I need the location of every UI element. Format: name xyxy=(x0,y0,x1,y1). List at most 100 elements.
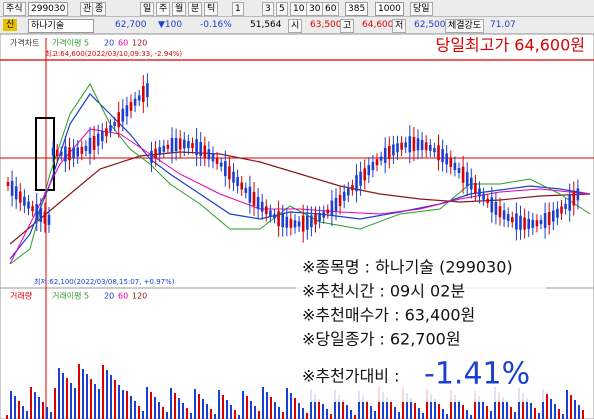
candle-body xyxy=(400,142,403,150)
volume-bar xyxy=(98,389,100,419)
volume-bar xyxy=(570,395,572,419)
toolbar-item[interactable]: 299030 xyxy=(28,2,69,16)
toolbar-item[interactable]: 385 xyxy=(345,2,369,16)
legend-item: 20 xyxy=(104,292,114,301)
volume-bar xyxy=(578,405,580,419)
toolbar-item[interactable]: 분 xyxy=(188,2,203,16)
candle-body xyxy=(412,137,416,152)
candle-body xyxy=(383,147,387,163)
toolbar-item[interactable]: 1 xyxy=(232,2,244,16)
volume-bar xyxy=(386,397,388,419)
candle-body xyxy=(101,131,104,142)
candle-body xyxy=(92,135,96,150)
volume-bar xyxy=(434,399,436,419)
volume-bar xyxy=(154,397,156,419)
legend-item: 20 xyxy=(104,39,114,48)
volume-bar xyxy=(562,414,564,419)
volume-bar xyxy=(458,400,460,419)
candle-body xyxy=(318,213,321,222)
volume-bar xyxy=(318,399,320,419)
candle-body xyxy=(371,162,375,171)
candle-body xyxy=(68,147,71,161)
volume-bar xyxy=(430,394,432,419)
change: ▼100 xyxy=(158,20,183,30)
volume-bar xyxy=(390,402,392,419)
volume-bar xyxy=(442,409,444,419)
volume-bar xyxy=(250,401,252,419)
volume-bar xyxy=(214,414,216,419)
toolbar-item[interactable]: 월 xyxy=(172,2,187,16)
volume-bar xyxy=(482,401,484,419)
candle-body xyxy=(55,149,59,156)
volume-bar xyxy=(362,396,364,419)
volume-bar xyxy=(454,395,456,419)
candle-body xyxy=(121,108,125,122)
volume-bar xyxy=(90,379,92,419)
toolbar-item[interactable]: 종 xyxy=(92,2,107,16)
volume-bar xyxy=(26,411,28,419)
toolbar-item[interactable]: 60 xyxy=(322,2,340,16)
candle-body xyxy=(195,139,198,156)
volume-bar xyxy=(566,390,568,419)
candle-body xyxy=(404,142,407,148)
volume-bar xyxy=(542,389,544,419)
volume-bar xyxy=(246,396,248,419)
toolbar-item[interactable]: 3 xyxy=(262,2,274,16)
volume-bar xyxy=(30,387,32,419)
high-note: 최고:64,600(2022/03/10,09:33, -2.94%) xyxy=(45,49,182,58)
legend-item: 120 xyxy=(132,292,147,301)
toolbar-item[interactable]: 틱 xyxy=(204,2,219,16)
candle-body xyxy=(420,140,424,151)
candle-body xyxy=(199,142,202,157)
price: 62,700 xyxy=(115,20,147,30)
volume-bar xyxy=(338,395,340,419)
toolbar-item[interactable]: 10 xyxy=(290,2,308,16)
volume-bar xyxy=(206,404,208,419)
volume-bar xyxy=(134,401,136,419)
volume-bar xyxy=(366,401,368,419)
volume-bar xyxy=(474,391,476,419)
candle-body xyxy=(146,83,149,98)
candle-body xyxy=(330,200,334,216)
volume-bar xyxy=(378,387,380,419)
candle-body xyxy=(256,196,260,209)
candle-body xyxy=(105,128,108,137)
toolbar-item[interactable]: 5 xyxy=(276,2,288,16)
volume-bar xyxy=(266,392,268,419)
candle-body xyxy=(408,136,412,153)
candle-body xyxy=(478,188,481,197)
toolbar-item[interactable]: 일 xyxy=(140,2,155,16)
candle-body xyxy=(379,156,383,161)
volume-bar xyxy=(130,396,132,419)
toolbar-item[interactable]: 당일 xyxy=(410,2,433,16)
candle-body xyxy=(445,153,448,165)
toolbar-item[interactable]: 1000 xyxy=(375,2,404,16)
candle-body xyxy=(60,151,63,156)
info-line: ※추천시간 : 09시 02분 xyxy=(302,282,465,301)
toolbar-item[interactable]: 30 xyxy=(306,2,324,16)
volume-bar xyxy=(170,388,172,419)
open-label: 시 xyxy=(288,19,303,33)
candle-body xyxy=(252,191,256,206)
candle-body xyxy=(396,143,399,153)
candle-body xyxy=(260,201,264,212)
candle-body xyxy=(515,213,518,230)
volume-bar xyxy=(370,406,372,419)
volume-bar xyxy=(106,370,108,419)
volume-bar xyxy=(114,380,116,419)
volume-bar xyxy=(330,414,332,419)
candle-body xyxy=(556,208,559,218)
candle-body xyxy=(133,98,137,106)
volume-bar xyxy=(62,373,64,419)
candle-body xyxy=(150,150,153,163)
volume-bar xyxy=(18,401,20,419)
candle-body xyxy=(117,112,120,128)
toolbar-item[interactable]: 주식 xyxy=(3,2,26,16)
low: 62,500 xyxy=(414,20,446,30)
toolbar-item[interactable]: 주 xyxy=(156,2,171,16)
candle-body xyxy=(535,220,539,227)
volume-bar xyxy=(210,409,212,419)
high: 64,600 xyxy=(362,20,394,30)
stock-name[interactable]: 하나기술 xyxy=(28,19,94,33)
